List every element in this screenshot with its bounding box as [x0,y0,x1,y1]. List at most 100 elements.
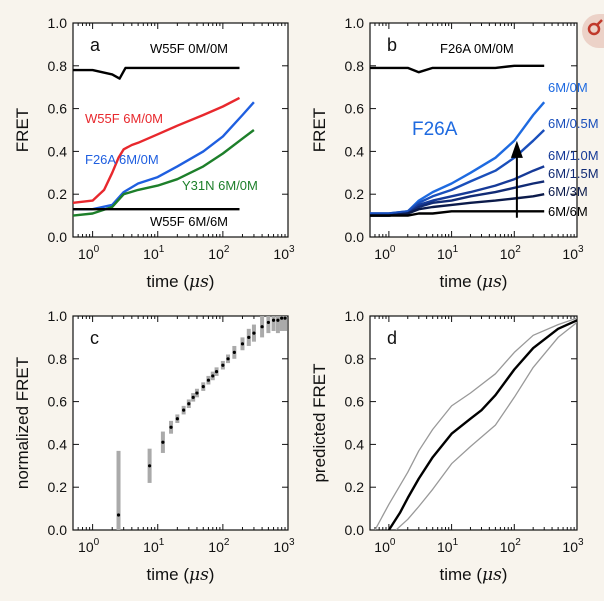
series-annotation: F26A [412,119,458,140]
x-tick-exponent: 0 [94,244,100,255]
x-tick-label: 101 [143,244,165,262]
x-tick-exponent: 3 [289,244,295,255]
x-tick-exponent: 0 [390,537,396,548]
y-tick-label: 0.6 [345,101,365,117]
data-point [283,316,287,320]
series-annotation: W55F 6M/0M [85,111,163,126]
plot-area-a [73,66,255,217]
series-annotation: 6M/0.5M [548,116,599,131]
plot-frame-d [369,315,578,531]
y-tick-label: 0.4 [48,436,68,452]
x-tick-exponent: 3 [578,244,584,255]
x-axis-unit: μs [482,272,502,292]
y-tick-label: 0.4 [345,436,365,452]
y-tick-label: 0.8 [345,351,365,367]
x-tick-label: 103 [273,537,295,555]
series-line [374,317,577,530]
x-tick-exponent: 0 [390,244,396,255]
y-tick-label: 1.0 [345,308,365,324]
y-tick-label: 0.8 [48,351,68,367]
x-tick-exponent: 3 [289,537,295,548]
x-axis-label: time (μs) [147,272,215,292]
x-axis-label: time (μs) [147,565,215,585]
data-point [182,408,186,412]
x-tick-label: 103 [562,244,584,262]
data-point [211,374,215,378]
x-tick-label: 103 [273,244,295,262]
series-annotation: 6M/6M [548,204,588,219]
plot-area-b [370,64,546,217]
data-point [201,385,205,389]
x-tick-label: 100 [78,537,100,555]
data-point [187,402,191,406]
y-tick-label: 0.6 [48,394,68,410]
y-tick-label: 0.8 [345,58,365,74]
x-tick-exponent: 2 [224,537,230,548]
series-annotation: W55F 0M/0M [150,41,228,56]
y-tick-label: 1.0 [48,15,68,31]
y-tick-label: 0.2 [345,186,365,202]
x-axis-unit: μs [482,565,502,585]
y-tick-label: 0.2 [48,479,68,495]
x-axis-label: time (μs) [440,272,508,292]
data-point [148,464,152,468]
y-tick-label: 0.8 [48,58,68,74]
panel-label-c: c [90,328,99,348]
y-tick-label: 0.2 [345,479,365,495]
panel-label-d: d [387,328,397,348]
y-tick-label: 0.0 [345,229,365,245]
x-axis-close: ) [502,272,508,291]
x-tick-label: 102 [208,537,230,555]
x-axis-word: time ( [147,272,190,291]
data-point [206,378,211,382]
x-axis-close: ) [209,565,215,584]
y-tick-label: 0.6 [48,101,68,117]
series-line [370,193,545,217]
x-tick-label: 100 [374,244,396,262]
x-axis-close: ) [209,272,215,291]
y-tick-label: 0.6 [345,394,365,410]
x-tick-label: 100 [78,244,100,262]
data-point [260,325,264,329]
data-point [161,440,165,444]
x-tick-exponent: 0 [94,537,100,548]
series-annotation: 6M/3M [548,184,588,199]
x-tick-label: 102 [500,244,522,262]
panel-label-b: b [387,35,397,55]
x-tick-label: 102 [500,537,522,555]
data-point [195,391,199,395]
series-line [387,319,577,530]
y-tick-label: 0.0 [48,229,68,245]
data-point [221,363,225,367]
data-point [175,417,179,421]
data-point [280,316,284,320]
series-line [370,210,545,217]
series-annotation: F26A 0M/0M [440,41,514,56]
series-line [73,96,241,204]
plot-area-c [116,316,288,530]
data-point [191,395,195,399]
data-point [247,335,251,339]
corner-badge[interactable] [582,14,604,48]
plot-frame-c [72,315,289,531]
x-tick-exponent: 1 [453,537,459,548]
x-tick-label: 103 [562,537,584,555]
data-point [232,350,236,354]
y-tick-label: 1.0 [345,15,365,31]
x-tick-label: 100 [374,537,396,555]
y-tick-label: 0.0 [48,522,68,538]
series-line [73,101,255,211]
y-axis-label: normalized FRET [13,357,32,489]
data-point [271,318,276,322]
series-line [370,64,545,74]
x-axis-unit: μs [189,272,209,292]
x-tick-exponent: 2 [515,537,521,548]
x-tick-exponent: 3 [578,537,584,548]
x-axis-unit: μs [189,565,209,585]
x-tick-label: 101 [143,537,165,555]
x-tick-label: 101 [437,244,459,262]
x-axis-label: time (μs) [440,565,508,585]
x-axis-word: time ( [440,272,483,291]
trend-arrow-head [510,140,523,158]
